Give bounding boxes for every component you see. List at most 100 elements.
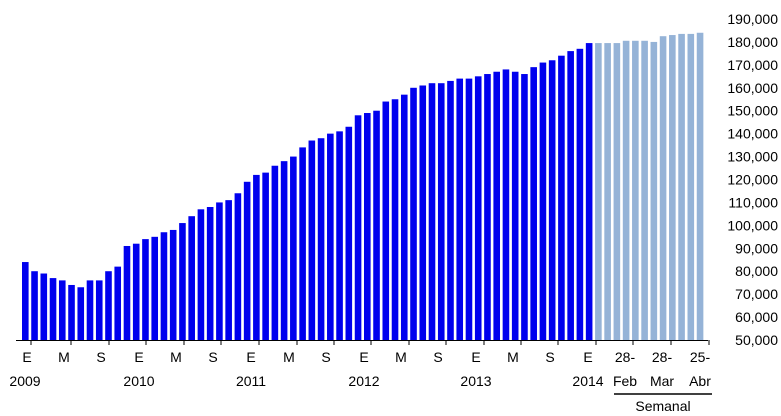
- monthly-bar: [456, 78, 464, 341]
- monthly-bar: [345, 126, 353, 340]
- monthly-bar: [400, 94, 408, 340]
- y-tick-labels: 50,000 60,000 70,000 80,000 90,000 100,000 110…: [727, 11, 778, 348]
- monthly-bar: [77, 287, 85, 340]
- monthly-bar: [437, 83, 445, 340]
- y-tick-label: 120,000: [727, 172, 778, 188]
- x-tick-label-secondary: 2013: [460, 373, 491, 389]
- monthly-bar: [539, 62, 547, 341]
- monthly-bar: [465, 78, 473, 341]
- monthly-bar: [243, 181, 251, 340]
- bars: [22, 32, 704, 341]
- monthly-bar: [364, 113, 371, 340]
- monthly-bar: [234, 193, 242, 340]
- monthly-bar: [484, 74, 491, 340]
- monthly-bar: [521, 74, 528, 340]
- monthly-bar: [105, 271, 112, 340]
- monthly-bar: [31, 271, 38, 340]
- monthly-bar: [336, 131, 343, 340]
- monthly-bar: [567, 51, 574, 340]
- monthly-bar: [419, 85, 427, 341]
- x-tick-label-secondary: Mar: [650, 373, 674, 389]
- monthly-bar: [327, 133, 334, 340]
- monthly-bar: [354, 115, 362, 340]
- weekly-bar: [604, 43, 611, 340]
- monthly-bar: [142, 239, 149, 340]
- weekly-bar: [622, 40, 630, 340]
- x-tick-label-secondary: 2009: [9, 373, 40, 389]
- monthly-bar: [585, 43, 593, 340]
- y-tick-label: 140,000: [727, 126, 778, 142]
- y-tick-label: 50,000: [735, 332, 778, 348]
- monthly-bar: [253, 174, 260, 340]
- y-tick-label: 60,000: [735, 309, 778, 325]
- y-tick-label: 70,000: [735, 286, 778, 302]
- monthly-bar: [95, 280, 103, 340]
- x-tick-label: S: [208, 349, 217, 365]
- x-tick-label: M: [170, 349, 182, 365]
- monthly-bar: [188, 216, 195, 340]
- monthly-bar: [373, 110, 380, 341]
- monthly-bar: [474, 76, 482, 340]
- monthly-bar: [123, 245, 131, 340]
- monthly-bar: [308, 140, 316, 340]
- monthly-bar: [197, 209, 205, 340]
- monthly-bar: [410, 87, 417, 340]
- x-tick-label-secondary: 2010: [123, 373, 154, 389]
- monthly-bar: [49, 278, 57, 340]
- y-tick-label: 160,000: [727, 80, 778, 96]
- monthly-bar: [225, 200, 232, 340]
- monthly-bar: [576, 48, 584, 341]
- monthly-bar: [530, 67, 537, 341]
- x-tick-label: S: [96, 349, 105, 365]
- x-tick-labels: E 2009 M S E 2010 M S E 2011 M S E 2012 M S E 2013 M S E 2014…: [9, 349, 711, 389]
- x-tick-label-secondary: 2012: [348, 373, 379, 389]
- monthly-bar: [160, 232, 168, 340]
- monthly-bar: [493, 71, 501, 341]
- x-tick-label: S: [545, 349, 554, 365]
- x-ticks: [30, 340, 710, 345]
- monthly-bar: [86, 280, 94, 340]
- x-tick-label-secondary: 2011: [236, 373, 266, 389]
- x-tick-label: M: [283, 349, 295, 365]
- x-tick-label: E: [583, 349, 592, 365]
- monthly-bar: [447, 80, 454, 340]
- weekly-bar: [641, 40, 648, 340]
- monthly-bar: [206, 207, 214, 340]
- y-tick-label: 110,000: [728, 194, 778, 210]
- monthly-bar: [151, 236, 159, 340]
- monthly-bar: [58, 280, 66, 340]
- weekly-bar: [678, 33, 685, 341]
- monthly-bar: [502, 69, 510, 340]
- monthly-bar: [179, 223, 186, 340]
- x-tick-label: E: [22, 349, 31, 365]
- x-tick-label-secondary: 2014: [572, 373, 603, 389]
- x-tick-label: 25-: [690, 349, 711, 365]
- monthly-bar: [382, 101, 390, 340]
- monthly-bar: [22, 262, 29, 340]
- monthly-bar: [40, 273, 48, 340]
- weekly-bar: [650, 41, 658, 341]
- y-tick-label: 80,000: [735, 263, 778, 279]
- x-tick-label: E: [134, 349, 143, 365]
- x-tick-label: 28-: [615, 349, 636, 365]
- monthly-bar: [428, 83, 436, 340]
- monthly-bar: [216, 202, 223, 340]
- weekly-bar: [659, 36, 667, 340]
- monthly-bar: [132, 243, 140, 340]
- x-tick-label: E: [246, 349, 255, 365]
- x-tick-label: 28-: [652, 349, 673, 365]
- y-tick-label: 150,000: [727, 103, 778, 119]
- monthly-bar: [280, 161, 288, 340]
- x-tick-label: E: [359, 349, 368, 365]
- x-tick-label: E: [471, 349, 480, 365]
- y-tick-label: 180,000: [727, 34, 778, 50]
- x-tick-label-secondary: Abr: [689, 373, 711, 389]
- monthly-bar: [511, 71, 519, 341]
- y-tick-label: 170,000: [727, 57, 778, 73]
- x-tick-label: M: [58, 349, 70, 365]
- monthly-bar: [271, 165, 279, 340]
- monthly-bar: [68, 284, 75, 340]
- monthly-bar: [391, 99, 399, 340]
- x-tick-label: M: [395, 349, 407, 365]
